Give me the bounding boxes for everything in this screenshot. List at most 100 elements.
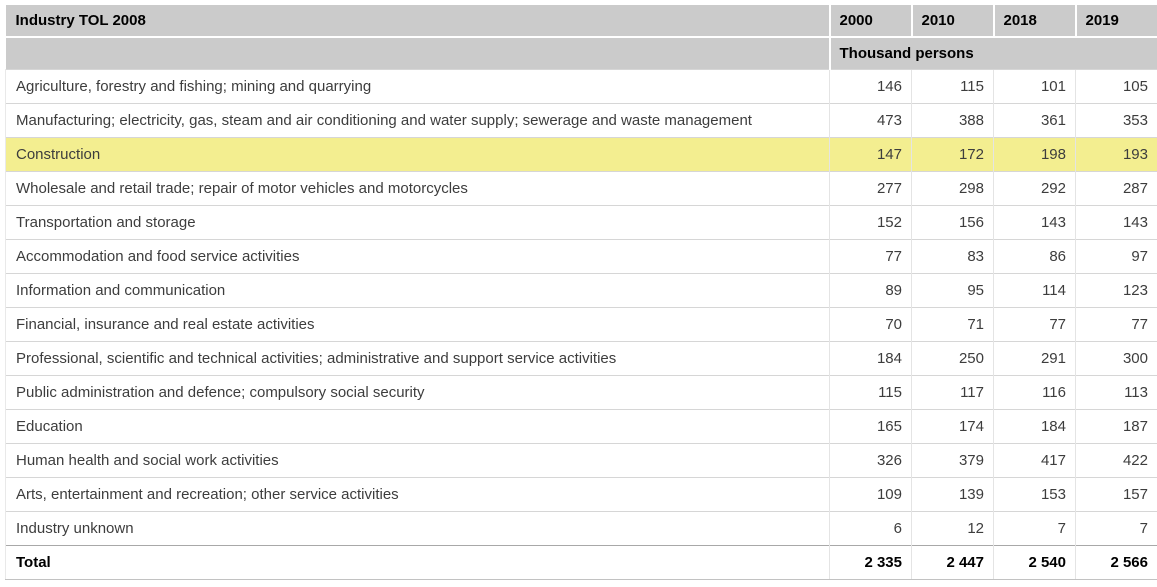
cell-value: 109 bbox=[829, 477, 912, 512]
total-label: Total bbox=[5, 545, 830, 580]
cell-value: 70 bbox=[829, 307, 912, 342]
row-label: Human health and social work activities bbox=[5, 443, 830, 478]
cell-value: 117 bbox=[911, 375, 994, 410]
cell-value: 172 bbox=[911, 137, 994, 172]
row-label: Transportation and storage bbox=[5, 205, 830, 240]
cell-value: 292 bbox=[993, 171, 1076, 206]
unit-spacer bbox=[5, 36, 830, 70]
table-row: Industry unknown 6 12 7 7 bbox=[5, 511, 1157, 546]
cell-value: 187 bbox=[1075, 409, 1157, 444]
total-value-2010: 2 447 bbox=[911, 545, 994, 580]
row-label: Public administration and defence; compu… bbox=[5, 375, 830, 410]
cell-value: 287 bbox=[1075, 171, 1157, 206]
cell-value: 77 bbox=[993, 307, 1076, 342]
table-row: Professional, scientific and technical a… bbox=[5, 341, 1157, 376]
cell-value: 326 bbox=[829, 443, 912, 478]
cell-value: 12 bbox=[911, 511, 994, 546]
cell-value: 300 bbox=[1075, 341, 1157, 376]
unit-row: Thousand persons bbox=[5, 36, 1157, 70]
cell-value: 156 bbox=[911, 205, 994, 240]
cell-value: 95 bbox=[911, 273, 994, 308]
cell-value: 184 bbox=[829, 341, 912, 376]
cell-value: 77 bbox=[1075, 307, 1157, 342]
table-row: Human health and social work activities 3… bbox=[5, 443, 1157, 478]
row-label: Construction bbox=[5, 137, 830, 172]
cell-value: 198 bbox=[993, 137, 1076, 172]
row-label: Information and communication bbox=[5, 273, 830, 308]
cell-value: 71 bbox=[911, 307, 994, 342]
row-label: Education bbox=[5, 409, 830, 444]
row-label: Arts, entertainment and recreation; othe… bbox=[5, 477, 830, 512]
cell-value: 105 bbox=[1075, 69, 1157, 104]
table-title: Industry TOL 2008 bbox=[5, 5, 830, 37]
row-label: Accommodation and food service activitie… bbox=[5, 239, 830, 274]
row-label: Wholesale and retail trade; repair of mo… bbox=[5, 171, 830, 206]
column-header-2010: 2010 bbox=[910, 5, 994, 37]
cell-value: 250 bbox=[911, 341, 994, 376]
row-label: Agriculture, forestry and fishing; minin… bbox=[5, 69, 830, 104]
cell-value: 6 bbox=[829, 511, 912, 546]
cell-value: 353 bbox=[1075, 103, 1157, 138]
column-header-2019: 2019 bbox=[1074, 5, 1157, 37]
table-row: Manufacturing; electricity, gas, steam a… bbox=[5, 103, 1157, 138]
cell-value: 184 bbox=[993, 409, 1076, 444]
cell-value: 83 bbox=[911, 239, 994, 274]
table-row: Information and communication 89 95 114 123 bbox=[5, 273, 1157, 308]
cell-value: 298 bbox=[911, 171, 994, 206]
cell-value: 139 bbox=[911, 477, 994, 512]
total-value-2000: 2 335 bbox=[829, 545, 912, 580]
row-label: Financial, insurance and real estate act… bbox=[5, 307, 830, 342]
table-row: Agriculture, forestry and fishing; minin… bbox=[5, 69, 1157, 104]
column-header-2018: 2018 bbox=[992, 5, 1076, 37]
row-label: Industry unknown bbox=[5, 511, 830, 546]
table-body: Agriculture, forestry and fishing; minin… bbox=[5, 69, 1157, 546]
cell-value: 97 bbox=[1075, 239, 1157, 274]
cell-value: 277 bbox=[829, 171, 912, 206]
row-label: Professional, scientific and technical a… bbox=[5, 341, 830, 376]
cell-value: 115 bbox=[911, 69, 994, 104]
cell-value: 146 bbox=[829, 69, 912, 104]
cell-value: 361 bbox=[993, 103, 1076, 138]
table-row: Arts, entertainment and recreation; othe… bbox=[5, 477, 1157, 512]
cell-value: 193 bbox=[1075, 137, 1157, 172]
cell-value: 379 bbox=[911, 443, 994, 478]
unit-label: Thousand persons bbox=[828, 36, 1157, 70]
total-value-2018: 2 540 bbox=[993, 545, 1076, 580]
column-header-row: Industry TOL 2008 2000 2010 2018 2019 bbox=[5, 5, 1157, 37]
table-row: Construction 147 172 198 193 bbox=[5, 137, 1157, 172]
cell-value: 152 bbox=[829, 205, 912, 240]
cell-value: 7 bbox=[1075, 511, 1157, 546]
cell-value: 143 bbox=[1075, 205, 1157, 240]
cell-value: 101 bbox=[993, 69, 1076, 104]
cell-value: 77 bbox=[829, 239, 912, 274]
cell-value: 417 bbox=[993, 443, 1076, 478]
table-row: Education 165 174 184 187 bbox=[5, 409, 1157, 444]
cell-value: 113 bbox=[1075, 375, 1157, 410]
cell-value: 473 bbox=[829, 103, 912, 138]
cell-value: 116 bbox=[993, 375, 1076, 410]
cell-value: 153 bbox=[993, 477, 1076, 512]
table-row: Accommodation and food service activitie… bbox=[5, 239, 1157, 274]
cell-value: 291 bbox=[993, 341, 1076, 376]
table-header: Industry TOL 2008 2000 2010 2018 2019 Th… bbox=[5, 5, 1157, 70]
cell-value: 86 bbox=[993, 239, 1076, 274]
total-row: Total 2 335 2 447 2 540 2 566 bbox=[5, 545, 1157, 580]
industry-statistics-table: Industry TOL 2008 2000 2010 2018 2019 Th… bbox=[5, 5, 1157, 580]
cell-value: 123 bbox=[1075, 273, 1157, 308]
table-footer: Total 2 335 2 447 2 540 2 566 bbox=[5, 545, 1157, 580]
cell-value: 114 bbox=[993, 273, 1076, 308]
cell-value: 388 bbox=[911, 103, 994, 138]
cell-value: 89 bbox=[829, 273, 912, 308]
table-row: Public administration and defence; compu… bbox=[5, 375, 1157, 410]
table-row: Wholesale and retail trade; repair of mo… bbox=[5, 171, 1157, 206]
row-label: Manufacturing; electricity, gas, steam a… bbox=[5, 103, 830, 138]
cell-value: 157 bbox=[1075, 477, 1157, 512]
cell-value: 174 bbox=[911, 409, 994, 444]
cell-value: 422 bbox=[1075, 443, 1157, 478]
cell-value: 165 bbox=[829, 409, 912, 444]
cell-value: 115 bbox=[829, 375, 912, 410]
table-row: Transportation and storage 152 156 143 143 bbox=[5, 205, 1157, 240]
cell-value: 147 bbox=[829, 137, 912, 172]
column-header-2000: 2000 bbox=[828, 5, 912, 37]
